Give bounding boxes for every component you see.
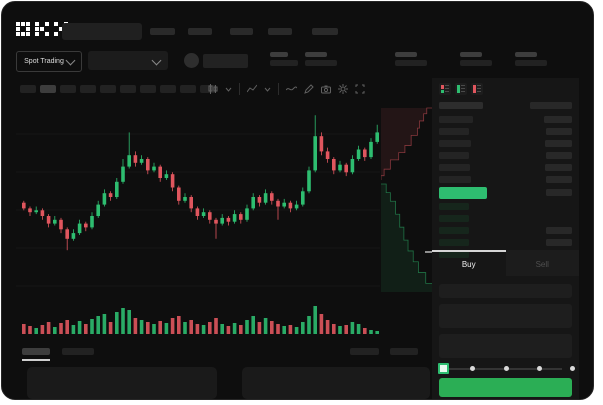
- interval-button[interactable]: [200, 85, 216, 93]
- nav-item-skeleton[interactable]: [312, 28, 338, 35]
- orders-tab-skeleton[interactable]: [62, 348, 94, 355]
- book-row: [439, 201, 572, 213]
- search-input[interactable]: [62, 23, 142, 40]
- amount-percent-slider[interactable]: [438, 362, 575, 374]
- candle-type-icon[interactable]: [208, 84, 218, 94]
- buy-submit-button[interactable]: [439, 378, 572, 397]
- toolbar-divider: [239, 83, 240, 95]
- chevron-down-icon: [151, 55, 162, 66]
- interval-button[interactable]: [140, 85, 156, 93]
- amount-input-skeleton[interactable]: [439, 304, 572, 328]
- ticker-stat: [395, 52, 427, 66]
- book-row: [439, 100, 572, 114]
- market-type-label: Spot Trading: [24, 58, 64, 65]
- book-row: [439, 162, 572, 174]
- book-row: [439, 114, 572, 126]
- total-input-skeleton[interactable]: [439, 334, 572, 358]
- price-input-skeleton[interactable]: [439, 284, 572, 298]
- book-view-toggle-row: [439, 83, 483, 95]
- chart-tools-row: [208, 83, 365, 95]
- last-price-row: [439, 186, 572, 201]
- orders-tab-active-skeleton[interactable]: [22, 348, 50, 355]
- nav-item-skeleton[interactable]: [230, 28, 253, 35]
- tab-buy[interactable]: Buy: [432, 250, 506, 276]
- interval-button[interactable]: [100, 85, 116, 93]
- last-price-badge: [439, 187, 487, 199]
- tab-sell[interactable]: Sell: [505, 250, 579, 276]
- depth-chart[interactable]: [381, 100, 433, 296]
- fullscreen-icon[interactable]: [355, 84, 365, 94]
- camera-icon[interactable]: [321, 85, 331, 94]
- orders-filter-skeleton[interactable]: [390, 348, 418, 355]
- interval-button[interactable]: [80, 85, 96, 93]
- line-tool-icon[interactable]: [286, 85, 297, 93]
- chevron-down-icon[interactable]: [225, 87, 232, 92]
- nav-item-skeleton[interactable]: [268, 28, 292, 35]
- nav-item-skeleton[interactable]: [188, 28, 212, 35]
- interval-button[interactable]: [20, 85, 36, 93]
- coin-avatar: [184, 53, 199, 68]
- candlestick-chart[interactable]: [16, 100, 380, 336]
- toolbar-divider: [278, 83, 279, 95]
- market-type-selector[interactable]: Spot Trading: [16, 51, 82, 72]
- trade-tabs: Buy Sell: [432, 250, 579, 276]
- ticker-stat: [460, 52, 492, 66]
- slider-stop[interactable]: [470, 366, 476, 371]
- ticker-stat: [270, 52, 298, 66]
- active-tab-underline: [22, 359, 50, 361]
- interval-button[interactable]: [40, 85, 56, 93]
- orders-panel-skeleton: [27, 367, 217, 399]
- last-price-marker: [425, 251, 437, 253]
- book-row: [439, 213, 572, 225]
- ticker-stat: [515, 52, 547, 66]
- interval-button[interactable]: [120, 85, 136, 93]
- interval-selector-row: [20, 85, 216, 93]
- slider-handle[interactable]: [438, 363, 449, 374]
- trading-window: Spot Trading Buy Sell: [1, 1, 594, 400]
- interval-button[interactable]: [160, 85, 176, 93]
- draw-icon[interactable]: [304, 84, 314, 94]
- settings-icon[interactable]: [338, 84, 348, 94]
- chevron-down-icon[interactable]: [264, 87, 271, 92]
- book-row: [439, 138, 572, 150]
- book-row: [439, 150, 572, 162]
- interval-button[interactable]: [60, 85, 76, 93]
- book-asks-icon[interactable]: [471, 83, 483, 95]
- book-row: [439, 174, 572, 186]
- book-bids-icon[interactable]: [455, 83, 467, 95]
- slider-stop[interactable]: [536, 366, 542, 371]
- order-book-panel: Buy Sell: [432, 78, 579, 399]
- slider-stop[interactable]: [503, 366, 509, 371]
- book-row: [439, 126, 572, 138]
- orders-filter-skeleton[interactable]: [350, 348, 379, 355]
- nav-item-skeleton[interactable]: [150, 28, 175, 35]
- ticker-stat: [305, 52, 337, 66]
- assets-panel-skeleton: [242, 367, 430, 399]
- slider-stop[interactable]: [570, 366, 575, 371]
- book-row: [439, 237, 572, 249]
- interval-button[interactable]: [180, 85, 196, 93]
- chevron-down-icon: [65, 55, 76, 66]
- indicator-icon[interactable]: [247, 84, 257, 94]
- book-both-icon[interactable]: [439, 83, 451, 95]
- pair-selector[interactable]: [88, 51, 168, 70]
- pair-name-skeleton: [203, 54, 248, 68]
- okx-logo[interactable]: [16, 22, 68, 37]
- order-book-rows: [439, 100, 572, 261]
- book-row: [439, 225, 572, 237]
